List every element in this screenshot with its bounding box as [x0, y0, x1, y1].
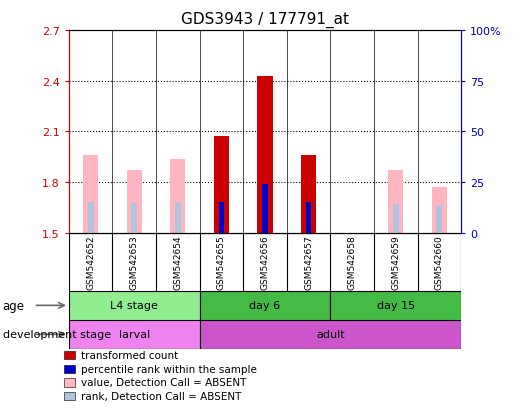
Bar — [301, 156, 316, 233]
Text: percentile rank within the sample: percentile rank within the sample — [81, 364, 257, 374]
Text: transformed count: transformed count — [81, 350, 178, 360]
Bar — [214, 136, 229, 233]
Bar — [127, 171, 142, 233]
Bar — [83, 156, 99, 233]
Text: GSM542656: GSM542656 — [261, 235, 269, 290]
Text: GSM542660: GSM542660 — [435, 235, 444, 290]
Title: GDS3943 / 177791_at: GDS3943 / 177791_at — [181, 12, 349, 28]
Bar — [432, 188, 447, 233]
Bar — [306, 202, 312, 233]
Text: GSM542653: GSM542653 — [130, 235, 139, 290]
Bar — [262, 185, 268, 233]
Bar — [170, 159, 185, 233]
Bar — [393, 205, 399, 233]
Text: day 6: day 6 — [250, 301, 280, 311]
Bar — [200, 291, 330, 320]
Text: adult: adult — [316, 330, 344, 339]
Bar — [388, 171, 403, 233]
Text: GSM542658: GSM542658 — [348, 235, 357, 290]
Text: GSM542657: GSM542657 — [304, 235, 313, 290]
Text: L4 stage: L4 stage — [110, 301, 158, 311]
Text: GSM542655: GSM542655 — [217, 235, 226, 290]
Text: age: age — [3, 299, 25, 312]
Text: larval: larval — [119, 330, 150, 339]
Bar — [175, 203, 181, 233]
Text: rank, Detection Call = ABSENT: rank, Detection Call = ABSENT — [81, 391, 241, 401]
Bar — [69, 320, 200, 349]
Text: development stage: development stage — [3, 330, 111, 339]
Bar — [69, 291, 200, 320]
Text: GSM542652: GSM542652 — [86, 235, 95, 290]
Bar — [436, 206, 442, 233]
Bar — [258, 76, 272, 233]
Bar — [131, 204, 137, 233]
Bar — [330, 291, 461, 320]
Bar — [200, 320, 461, 349]
Bar — [88, 202, 94, 233]
Text: day 15: day 15 — [377, 301, 415, 311]
Text: value, Detection Call = ABSENT: value, Detection Call = ABSENT — [81, 377, 246, 387]
Text: GSM542654: GSM542654 — [173, 235, 182, 290]
Text: GSM542659: GSM542659 — [391, 235, 400, 290]
Bar — [218, 202, 224, 233]
